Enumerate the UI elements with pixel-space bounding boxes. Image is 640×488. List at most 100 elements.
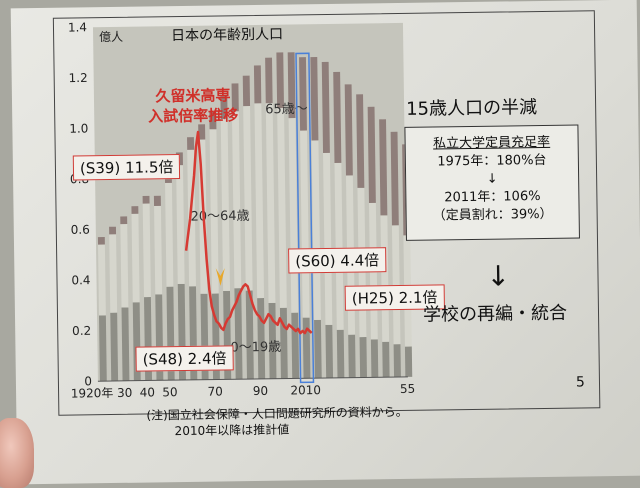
- annotation-s60: (S60) 4.4倍: [288, 247, 387, 274]
- x-tick-label: 90: [253, 384, 268, 398]
- bar-elderly: [97, 236, 105, 245]
- y-tick-label: 1.4: [68, 20, 87, 34]
- bar-young: [325, 324, 334, 379]
- bar-young: [336, 329, 345, 378]
- bar-working: [165, 182, 174, 287]
- x-tick-label: 55: [400, 382, 415, 396]
- region-label-young: 0〜19歳: [230, 340, 281, 356]
- info-box: 私立大学定員充足率 1975年：180%台 ↓ 2011年：106% （定員割れ…: [404, 124, 580, 241]
- x-tick-label: 1920年: [71, 386, 114, 401]
- bar-elderly: [253, 65, 262, 104]
- bar-working: [277, 108, 287, 308]
- chart-title: 日本の年齢別人口: [171, 27, 283, 45]
- line-title-1: 久留米高専: [155, 86, 231, 106]
- y-tick-label: 1.0: [69, 121, 88, 135]
- bar-elderly: [321, 61, 330, 154]
- bar-working: [311, 140, 321, 321]
- bar-young: [359, 337, 367, 378]
- x-tick-label: 30: [117, 386, 132, 400]
- region-label-elderly: 65歳〜: [265, 102, 308, 118]
- bar-young: [314, 319, 322, 379]
- bar-young: [279, 307, 288, 379]
- bar-elderly: [198, 124, 206, 140]
- bar-elderly: [153, 195, 161, 206]
- x-tick-label: 2010: [290, 383, 321, 397]
- bar-elderly: [209, 111, 217, 130]
- bar-working: [265, 103, 276, 303]
- bar-working: [109, 234, 118, 313]
- bar-working: [220, 118, 230, 291]
- line-title-2: 入試倍率推移: [148, 106, 239, 126]
- big-arrow: ↓: [486, 259, 511, 293]
- bar-working: [209, 129, 219, 294]
- bar-working: [231, 111, 242, 289]
- bar-elderly: [276, 52, 285, 109]
- box-line3: （定員割れ：39%）: [432, 206, 553, 224]
- annotation-s39: (S39) 11.5倍: [72, 154, 181, 181]
- bar-young: [257, 297, 266, 379]
- bar-working: [176, 165, 185, 285]
- bar-elderly: [187, 137, 195, 150]
- bar-young: [404, 346, 413, 377]
- highlight-2010: [295, 52, 315, 384]
- footnote-2: 2010年以降は推計値: [174, 422, 290, 439]
- bar-elderly: [242, 75, 251, 107]
- x-tick-label: 70: [207, 384, 222, 398]
- side-title: 15歳人口の半減: [406, 97, 538, 120]
- bar-elderly: [131, 206, 139, 214]
- bar-working: [243, 105, 253, 291]
- bar-elderly: [333, 71, 342, 163]
- overlay-group: [184, 52, 315, 384]
- bar-working: [120, 224, 129, 308]
- bar-elderly: [287, 52, 296, 119]
- bar-elderly: [120, 216, 128, 225]
- bar-working: [323, 152, 333, 325]
- page-number: 5: [575, 374, 586, 391]
- x-tick-label: 40: [140, 385, 155, 399]
- bar-young: [234, 288, 243, 380]
- bar-young: [348, 334, 356, 378]
- bar-working: [142, 203, 151, 298]
- bar-young: [110, 312, 119, 382]
- bar-working: [254, 103, 265, 299]
- bar-elderly: [367, 106, 376, 203]
- line-title: 久留米高専 入試倍率推移: [148, 85, 239, 126]
- y-tick-label: 0.6: [71, 223, 90, 237]
- bar-young: [302, 317, 311, 379]
- bar-young: [370, 339, 379, 378]
- bar-young: [291, 312, 300, 379]
- bar-elderly: [220, 96, 228, 120]
- y-tick-label: 0: [84, 374, 92, 388]
- box-arrow: ↓: [486, 171, 498, 187]
- bar-working: [334, 162, 344, 330]
- slide-sheet: 00.20.40.60.81.01.21.4億人日本の年齢別人口1920年304…: [10, 0, 640, 485]
- marker-arrow: [215, 268, 225, 286]
- conclusion-text: 学校の再編・統合: [422, 302, 568, 326]
- bar-elderly: [265, 57, 273, 104]
- bar-elderly: [390, 131, 399, 226]
- bar-elderly: [310, 56, 319, 141]
- bar-elderly: [142, 195, 150, 204]
- thumb-photo: [0, 418, 34, 488]
- y-tick-label: 1.2: [68, 71, 87, 85]
- x-tick-label: 50: [162, 385, 177, 399]
- bar-working: [154, 205, 163, 295]
- bar-young: [382, 341, 390, 378]
- bar-elderly: [344, 84, 353, 176]
- bar-young: [121, 307, 130, 381]
- entrance-ratio-line: [184, 130, 313, 335]
- bar-young: [245, 290, 254, 380]
- region-label-working: 20〜64歳: [190, 209, 249, 225]
- bar-young: [393, 344, 401, 378]
- x-axis-line: [97, 376, 408, 382]
- y-tick-label: 0.4: [71, 273, 90, 287]
- y-axis-unit: 億人: [99, 30, 123, 44]
- bar-elderly: [109, 226, 117, 235]
- box-heading: 私立大学定員充足率: [433, 134, 551, 152]
- y-tick-label: 0.2: [72, 324, 91, 338]
- box-line2: 2011年：106%: [444, 189, 541, 206]
- bar-elderly: [356, 94, 365, 188]
- bar-elderly: [299, 57, 307, 131]
- annotation-s48: (S48) 2.4倍: [135, 345, 234, 372]
- box-line1: 1975年：180%台: [437, 152, 547, 170]
